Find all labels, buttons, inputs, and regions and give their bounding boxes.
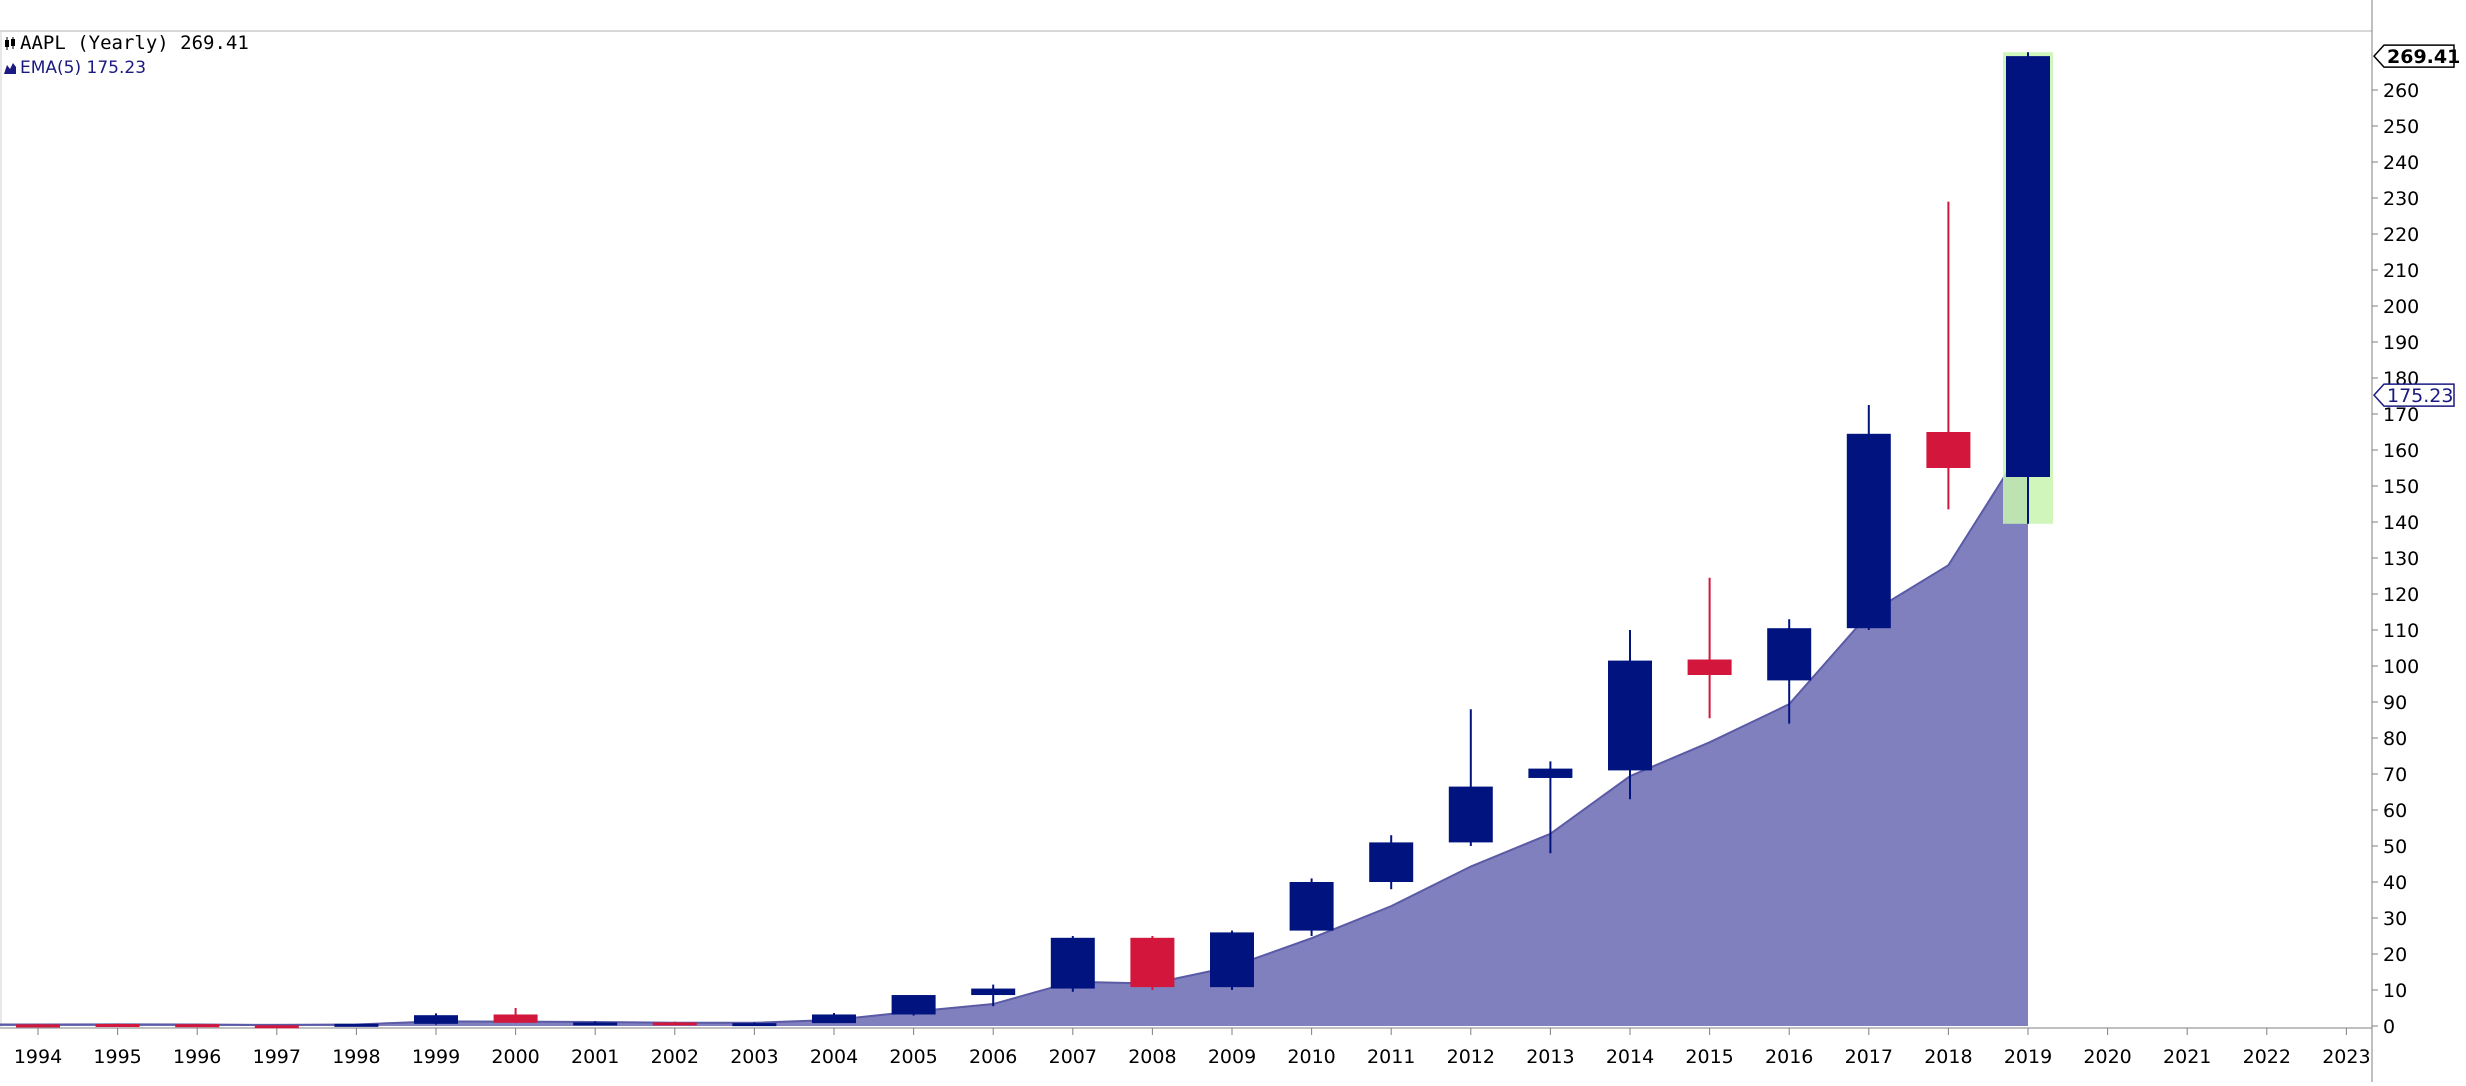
ema-price-tag-text: 175.23 xyxy=(2387,385,2453,407)
y-tick-label: 120 xyxy=(2383,584,2419,606)
x-tick-label: 1999 xyxy=(412,1046,460,1068)
candle-body xyxy=(1767,628,1812,681)
y-tick-label: 210 xyxy=(2383,260,2419,282)
y-tick-label: 30 xyxy=(2383,908,2407,930)
candle-body xyxy=(1050,937,1095,989)
candle-body xyxy=(95,1024,140,1028)
candle-body xyxy=(732,1023,777,1027)
x-tick-label: 2018 xyxy=(1924,1046,1972,1068)
y-tick-label: 80 xyxy=(2383,728,2407,750)
x-tick-label: 1996 xyxy=(173,1046,221,1068)
x-tick-label: 2017 xyxy=(1845,1046,1893,1068)
y-tick-label: 10 xyxy=(2383,980,2407,1002)
legend-ema: EMA(5) 175.23 xyxy=(4,58,146,78)
x-tick-label: 2019 xyxy=(2004,1046,2052,1068)
y-tick-label: 260 xyxy=(2383,80,2419,102)
y-tick-label: 0 xyxy=(2383,1016,2395,1038)
candle-body xyxy=(1926,432,1971,468)
x-tick-label: 2022 xyxy=(2243,1046,2291,1068)
close-price-tag-text: 269.41 xyxy=(2387,46,2460,68)
area-chart-icon xyxy=(4,63,16,74)
candle-body xyxy=(493,1014,538,1023)
x-tick-label: 2014 xyxy=(1606,1046,1654,1068)
candle-body xyxy=(971,988,1016,996)
x-tick-label: 2007 xyxy=(1049,1046,1097,1068)
candle-body xyxy=(1608,660,1652,771)
candle-body xyxy=(1130,937,1175,988)
candle-body xyxy=(812,1014,856,1024)
candle-body xyxy=(1528,768,1573,778)
y-tick-label: 60 xyxy=(2383,800,2407,822)
candle-body xyxy=(414,1015,458,1024)
ema-price-tag-box xyxy=(2372,383,2455,407)
x-tick-label: 2016 xyxy=(1765,1046,1813,1068)
x-tick-label: 2013 xyxy=(1526,1046,1574,1068)
close-price-tag-box xyxy=(2372,44,2455,68)
candle-body xyxy=(1369,842,1414,882)
candle-body xyxy=(175,1024,220,1028)
x-tick-label: 2001 xyxy=(571,1046,619,1068)
y-tick-label: 40 xyxy=(2383,872,2407,894)
x-tick-label: 2006 xyxy=(969,1046,1017,1068)
candle-body xyxy=(1210,932,1254,988)
y-tick-label: 110 xyxy=(2383,620,2419,642)
candle-body xyxy=(573,1022,618,1026)
candle-body xyxy=(652,1022,697,1026)
y-tick-label: 70 xyxy=(2383,764,2407,786)
y-tick-label: 50 xyxy=(2383,836,2407,858)
x-tick-label: 2009 xyxy=(1208,1046,1256,1068)
x-tick-label: 2015 xyxy=(1685,1046,1733,1068)
x-tick-label: 2010 xyxy=(1287,1046,1335,1068)
candle-body xyxy=(1448,786,1493,843)
ema-area xyxy=(0,439,2028,1026)
y-tick-label: 190 xyxy=(2383,332,2419,354)
y-tick-label: 160 xyxy=(2383,440,2419,462)
y-tick-label: 240 xyxy=(2383,152,2419,174)
x-tick-label: 2023 xyxy=(2322,1046,2370,1068)
x-tick-label: 1997 xyxy=(253,1046,301,1068)
x-tick-label: 2003 xyxy=(730,1046,778,1068)
candle-body xyxy=(16,1024,60,1028)
y-tick-label: 150 xyxy=(2383,476,2419,498)
y-tick-label: 220 xyxy=(2383,224,2419,246)
candle-body xyxy=(1687,659,1732,675)
candle-body xyxy=(1846,433,1891,629)
x-tick-label: 2020 xyxy=(2083,1046,2131,1068)
legend-ema-label: EMA(5) 175.23 xyxy=(20,58,147,78)
x-tick-label: 2012 xyxy=(1447,1046,1495,1068)
candle-body xyxy=(254,1025,299,1029)
candlestick-icon xyxy=(5,37,15,50)
y-tick-label: 140 xyxy=(2383,512,2419,534)
x-tick-label: 2005 xyxy=(889,1046,937,1068)
x-tick-label: 2000 xyxy=(491,1046,539,1068)
x-tick-label: 2004 xyxy=(810,1046,858,1068)
x-tick-label: 1995 xyxy=(93,1046,141,1068)
y-tick-label: 130 xyxy=(2383,548,2419,570)
y-tick-label: 230 xyxy=(2383,188,2419,210)
y-tick-label: 90 xyxy=(2383,692,2407,714)
candle-body xyxy=(2006,56,2050,478)
x-tick-label: 1998 xyxy=(332,1046,380,1068)
y-tick-label: 20 xyxy=(2383,944,2407,966)
x-tick-label: 2011 xyxy=(1367,1046,1415,1068)
y-tick-label: 200 xyxy=(2383,296,2419,318)
candle-body xyxy=(891,995,936,1015)
y-tick-label: 100 xyxy=(2383,656,2419,678)
y-tick-label: 250 xyxy=(2383,116,2419,138)
x-tick-label: 1994 xyxy=(14,1046,62,1068)
candle-body xyxy=(334,1023,379,1027)
legend-main: AAPL (Yearly) 269.41 xyxy=(4,32,249,54)
x-tick-label: 2002 xyxy=(651,1046,699,1068)
candle-body xyxy=(1289,882,1334,931)
x-tick-label: 2008 xyxy=(1128,1046,1176,1068)
legend-main-label: AAPL (Yearly) 269.41 xyxy=(20,32,249,54)
y-tick-label: 170 xyxy=(2383,404,2419,426)
x-tick-label: 2021 xyxy=(2163,1046,2211,1068)
